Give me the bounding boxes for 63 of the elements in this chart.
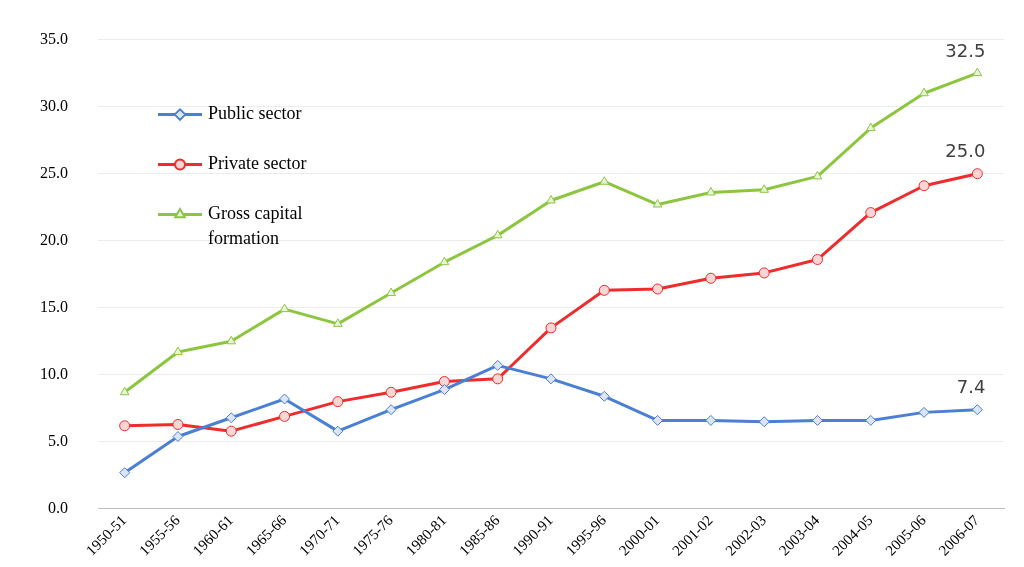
y-tick-label: 25.0 xyxy=(40,163,68,181)
point xyxy=(172,418,184,430)
point xyxy=(918,180,930,192)
point xyxy=(492,359,504,371)
legend-label: Public sector xyxy=(208,103,302,124)
point xyxy=(919,87,929,97)
point xyxy=(172,431,184,443)
y-tick-label: 10.0 xyxy=(40,365,68,383)
point xyxy=(545,322,557,334)
point xyxy=(811,414,823,426)
point xyxy=(972,67,983,77)
data-label: 25.0 xyxy=(945,140,986,162)
point xyxy=(918,406,930,418)
point xyxy=(119,386,130,396)
point xyxy=(652,414,664,426)
point xyxy=(279,393,291,405)
point xyxy=(332,396,344,408)
point xyxy=(971,404,983,416)
point xyxy=(279,303,290,313)
point xyxy=(598,284,610,296)
y-tick-label: 35.0 xyxy=(40,29,68,47)
point xyxy=(759,184,770,193)
data-label: 7.4 xyxy=(956,376,986,398)
point xyxy=(492,373,504,385)
y-tick-label: 15.0 xyxy=(40,297,68,315)
point xyxy=(758,267,770,279)
point xyxy=(119,420,131,432)
point xyxy=(226,335,237,345)
point xyxy=(546,195,556,204)
point xyxy=(119,467,131,479)
legend-label: Private sector xyxy=(208,153,307,174)
point xyxy=(705,272,717,284)
legend-label: Gross capital formation xyxy=(208,203,303,249)
point xyxy=(225,425,237,437)
point xyxy=(652,283,664,295)
point xyxy=(652,199,663,208)
point xyxy=(386,287,396,297)
point xyxy=(225,412,237,424)
point xyxy=(758,416,770,428)
point xyxy=(385,404,397,416)
point xyxy=(439,256,450,266)
point xyxy=(385,386,397,398)
y-tick-label: 30.0 xyxy=(40,96,68,114)
point xyxy=(332,318,343,327)
point xyxy=(173,346,183,356)
point xyxy=(812,170,823,180)
point xyxy=(438,384,450,396)
point xyxy=(865,414,877,426)
point xyxy=(811,254,823,266)
point xyxy=(865,122,876,132)
point xyxy=(279,410,291,422)
point xyxy=(599,176,610,185)
point xyxy=(865,207,877,219)
y-tick-label: 0.0 xyxy=(48,499,68,517)
point xyxy=(598,390,610,402)
point xyxy=(705,414,717,426)
point xyxy=(971,168,983,180)
point xyxy=(545,373,557,385)
data-label: 32.5 xyxy=(945,39,986,61)
point xyxy=(706,186,716,196)
y-tick-label: 5.0 xyxy=(48,432,68,450)
y-tick-label: 20.0 xyxy=(40,230,68,248)
point xyxy=(332,425,344,437)
